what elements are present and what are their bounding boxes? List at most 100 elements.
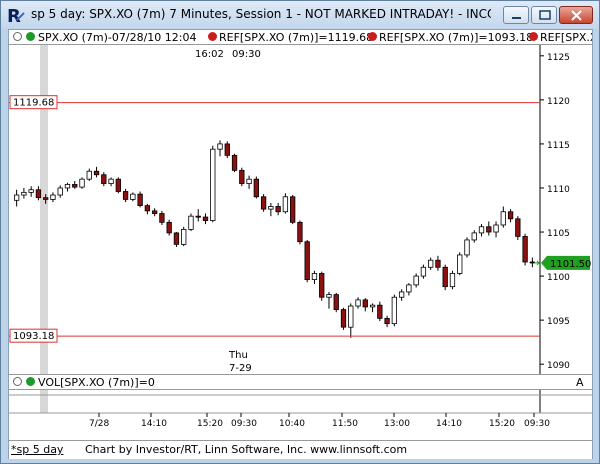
y-tick-label: 1105 — [547, 229, 570, 239]
x-tick-label: 11:50 — [332, 419, 358, 429]
x-tick-label: 7/28 — [89, 419, 109, 429]
x-tick-label: 10:40 — [279, 419, 305, 429]
candle-body — [173, 232, 180, 245]
investor-rt-icon: R — [7, 6, 25, 25]
legend-dot-ref2[interactable] — [368, 32, 377, 41]
status-bar: *sp 5 day Chart by Investor/RT, Linn Sof… — [9, 440, 592, 459]
candle-body — [246, 178, 252, 184]
candle-body — [151, 210, 158, 214]
top-annotation-time: 16:02 — [195, 49, 224, 60]
candle-body — [108, 178, 114, 184]
candle-body — [144, 205, 151, 212]
candle-body — [260, 196, 267, 210]
candle-body — [326, 294, 332, 298]
reference-label-box — [9, 328, 58, 343]
x-tick-label: 09:30 — [524, 419, 550, 429]
candle-body — [333, 294, 339, 310]
candle-body — [275, 206, 281, 213]
legend-dot-ref1[interactable] — [208, 32, 217, 41]
candle-body — [101, 174, 107, 184]
last-price-label: 1101.50 — [550, 259, 591, 270]
candle-body — [420, 266, 427, 277]
y-tick-label: 1110 — [547, 185, 570, 195]
volume-legend-bar: VOL[SPX.XO (7m)]=0 A — [9, 374, 592, 390]
y-tick-label: 1090 — [547, 361, 570, 371]
volume-collapse-button[interactable]: A — [576, 376, 584, 389]
candle-body — [57, 187, 63, 196]
candle-body — [311, 273, 318, 281]
candle-body — [21, 191, 27, 196]
candle-body — [13, 194, 20, 201]
candle-body — [515, 218, 521, 237]
candle-body — [231, 154, 238, 171]
candle-body — [449, 273, 456, 288]
candle-body — [529, 261, 536, 264]
reference-label: 1119.68 — [13, 98, 54, 109]
candle-body — [340, 309, 347, 328]
candle-body — [471, 232, 477, 241]
candle-body — [28, 189, 34, 193]
maximize-button[interactable] — [531, 6, 557, 24]
candle-body — [435, 259, 441, 268]
candle-body — [72, 184, 78, 188]
candle-body — [507, 211, 514, 220]
candle-body — [486, 226, 492, 233]
candle-body — [464, 239, 470, 256]
price-chart[interactable]: 1090 1095 1100 1105 1110 1115 1120 1125 1119.68 1… — [9, 45, 592, 441]
minimize-button[interactable] — [503, 6, 529, 24]
close-button[interactable] — [559, 6, 593, 24]
candle-body — [406, 284, 412, 293]
legend-dot-ref3[interactable] — [529, 32, 538, 41]
x-tick-label: 14:10 — [436, 419, 462, 429]
candle-body — [159, 213, 165, 223]
volume-toggle-icon[interactable] — [13, 377, 22, 386]
y-tick-label: 1095 — [547, 317, 570, 327]
legend-toggle-icon[interactable] — [13, 32, 22, 41]
legend-ref2: REF[SPX.XO (7m)]=1093.18 — [379, 31, 534, 44]
svg-text:R: R — [7, 6, 21, 25]
candle-body — [362, 299, 368, 308]
candle-body — [188, 215, 194, 230]
reference-label: 1093.18 — [13, 331, 54, 342]
candle-body — [398, 291, 405, 298]
legend-dot-main[interactable] — [26, 32, 35, 41]
y-tick-label: 1125 — [547, 53, 570, 63]
y-tick-label: 1120 — [547, 97, 570, 107]
candle-body — [428, 259, 434, 268]
x-tick-label: 09:30 — [231, 419, 257, 429]
candle-body — [202, 216, 209, 221]
candle-body — [86, 170, 92, 180]
candle-body — [35, 189, 42, 199]
chart-tab[interactable]: *sp 5 day — [11, 443, 64, 456]
candle-body — [355, 299, 361, 307]
candle-body — [239, 169, 245, 184]
session-day-label: Thu — [228, 350, 248, 361]
candle-body — [217, 143, 223, 150]
y-tick-label: 1115 — [547, 141, 570, 151]
close-icon — [571, 10, 582, 21]
candle-body — [522, 236, 528, 263]
candle-body — [166, 221, 172, 234]
candle-body — [493, 224, 499, 233]
candle-body — [413, 275, 419, 286]
x-tick-label: 15:20 — [197, 419, 223, 429]
candle-body — [253, 178, 259, 198]
x-tick-label: 13:00 — [384, 419, 410, 429]
volume-label: VOL[SPX.XO (7m)]=0 — [38, 376, 155, 389]
candle-body — [384, 317, 390, 325]
candle-body — [500, 211, 506, 226]
candle-body — [210, 148, 216, 221]
top-annotation-session: 09:30 — [232, 49, 261, 60]
candle-body — [369, 304, 376, 308]
legend-main: SPX.XO (7m)-07/28/10 12:04 — [38, 31, 197, 44]
candle-body — [130, 193, 136, 200]
candle-body — [50, 194, 56, 200]
volume-dot-icon[interactable] — [26, 377, 35, 386]
candle-body — [79, 178, 85, 188]
title-bar[interactable]: R sp 5 day: SPX.XO (7m) 7 Minutes, Sessi… — [1, 1, 599, 29]
window-title: sp 5 day: SPX.XO (7m) 7 Minutes, Session… — [31, 7, 491, 21]
maximize-icon — [539, 10, 551, 20]
last-price-arrow — [534, 260, 540, 266]
candle-body — [348, 305, 354, 328]
candle-body — [122, 191, 129, 200]
